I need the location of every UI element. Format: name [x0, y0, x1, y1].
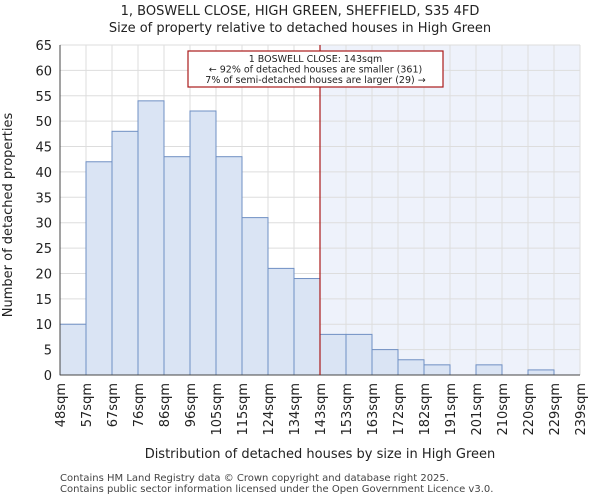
x-tick-label: 67sqm: [106, 383, 121, 427]
x-tick-label: 172sqm: [392, 383, 407, 436]
x-tick-label: 86sqm: [158, 383, 173, 427]
histogram-bar: [215, 156, 243, 376]
y-tick-label: 35: [35, 191, 52, 206]
histogram-bar: [137, 100, 165, 376]
histogram-bar: [397, 359, 425, 376]
histogram-bar: [267, 267, 295, 376]
x-tick-label: 229sqm: [548, 383, 563, 436]
x-tick-label: 76sqm: [132, 383, 147, 427]
histogram-bar: [371, 349, 399, 376]
histogram-bar: [85, 161, 113, 376]
histogram-bar: [423, 364, 451, 376]
y-tick-label: 60: [35, 64, 52, 79]
histogram-bar: [319, 333, 347, 376]
y-tick-label: 30: [35, 217, 52, 232]
x-tick-label: 191sqm: [444, 383, 459, 436]
y-tick-label: 40: [35, 166, 52, 181]
x-tick-label: 134sqm: [288, 383, 303, 436]
histogram-bar: [111, 130, 139, 376]
x-tick-label: 210sqm: [496, 383, 511, 436]
y-axis-label: Number of detached properties: [1, 113, 16, 318]
y-tick-label: 5: [44, 344, 52, 359]
annotation-line: 7% of semi-detached houses are larger (2…: [205, 75, 425, 86]
y-tick-label: 55: [35, 90, 52, 105]
annotation-line: 1 BOSWELL CLOSE: 143sqm: [249, 54, 383, 65]
histogram-bar: [59, 323, 87, 376]
histogram-bar: [475, 364, 503, 376]
histogram-bar: [527, 369, 555, 376]
x-tick-label: 96sqm: [184, 383, 199, 427]
x-tick-label: 115sqm: [236, 383, 251, 436]
x-tick-label: 182sqm: [418, 383, 433, 436]
histogram-bar: [241, 217, 269, 376]
y-tick-label: 65: [35, 39, 52, 54]
x-axis-label: Distribution of detached houses by size …: [145, 447, 496, 462]
y-tick-label: 15: [35, 293, 52, 308]
y-tick-label: 50: [35, 115, 52, 130]
chart-title: 1, BOSWELL CLOSE, HIGH GREEN, SHEFFIELD,…: [120, 4, 480, 19]
footer-line-1: Contains HM Land Registry data © Crown c…: [60, 473, 449, 484]
x-tick-label: 239sqm: [574, 383, 589, 436]
x-tick-label: 57sqm: [80, 383, 95, 427]
y-tick-label: 0: [44, 369, 52, 384]
x-tick-label: 163sqm: [366, 383, 381, 436]
chart-subtitle: Size of property relative to detached ho…: [108, 21, 492, 36]
x-tick-label: 48sqm: [54, 383, 69, 427]
annotation-box: [187, 50, 444, 88]
y-tick-label: 10: [35, 318, 52, 333]
y-tick-label: 25: [35, 242, 52, 257]
y-tick-label: 45: [35, 141, 52, 156]
histogram-bar: [163, 156, 191, 376]
histogram-bar: [189, 110, 217, 376]
x-tick-label: 105sqm: [210, 383, 225, 436]
x-tick-label: 201sqm: [470, 383, 485, 436]
x-tick-label: 143sqm: [314, 383, 329, 436]
annotation-line: ← 92% of detached houses are smaller (36…: [209, 65, 422, 76]
histogram-bar: [345, 333, 373, 376]
y-tick-label: 20: [35, 267, 52, 282]
x-tick-label: 220sqm: [522, 383, 537, 436]
footer-line-2: Contains public sector information licen…: [60, 484, 494, 495]
histogram-bar: [293, 278, 321, 376]
x-tick-label: 153sqm: [340, 383, 355, 436]
x-tick-label: 124sqm: [262, 383, 277, 436]
